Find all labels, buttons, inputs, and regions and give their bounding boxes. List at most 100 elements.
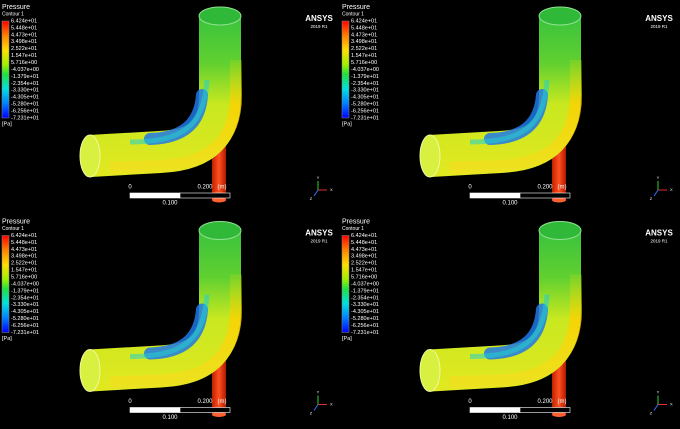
legend-label: -7.231e+01 [351,330,379,336]
triad-label-y: Y [657,175,660,180]
scale-end: 0.200 [197,185,213,191]
legend-label: -6.256e+01 [11,323,39,329]
pipe-inlet [419,134,441,178]
legend-label: 5.448e+01 [351,25,377,31]
legend-label: 1.547e+01 [11,268,37,274]
legend-label: -4.305e+01 [11,309,39,315]
scale-start: 0 [128,185,132,191]
pipe-body [88,16,241,177]
scale-bar-white [469,407,521,413]
legend-label: 6.424e+01 [11,233,37,239]
logo-version: 2019 R1 [310,24,328,29]
triad-z [313,189,319,197]
scale-start: 0 [128,399,132,405]
pipe-outer-high [109,274,242,389]
triad-z [653,189,659,197]
legend-title: Pressure [2,4,30,11]
legend-subtitle: Contour 1 [342,11,364,17]
legend-label: 5.716e+00 [351,275,377,281]
logo-brand: ANSYS [645,229,673,238]
scale-unit: (m) [558,185,567,191]
triad-label-z: Z [310,411,313,416]
triad-z [653,404,659,411]
pipe-body [428,230,581,392]
scale-mid: 0.100 [502,415,518,421]
legend-title: Pressure [342,4,370,11]
legend-label: 1.547e+01 [351,268,377,274]
legend-label: -4.305e+01 [351,95,379,101]
legend-unit: [Pa] [2,336,12,342]
legend-label: 5.448e+01 [11,25,37,31]
legend-title: Pressure [2,218,30,225]
legend-label: -1.379e+01 [351,288,379,294]
legend-label: -6.256e+01 [351,109,379,115]
scale-mid: 0.100 [162,201,178,207]
legend-label: 3.498e+01 [11,39,37,45]
scale-end: 0.200 [537,399,553,405]
legend-label: -3.330e+01 [11,88,39,94]
pipe-body [428,16,581,177]
legend-label: -5.280e+01 [351,316,379,322]
pipe-inlet [79,349,101,392]
legend-label: -7.231e+01 [351,115,379,121]
legend-subtitle: Contour 1 [2,226,24,232]
pipe-outlet [198,6,242,26]
branch-pipe [552,359,566,415]
legend-label: -2.354e+01 [11,81,39,87]
scale-bar-white [129,407,181,413]
legend-label: -5.280e+01 [351,102,379,108]
legend-subtitle: Contour 1 [342,226,364,232]
pipe-inner-mid [469,294,550,359]
branch-pipe-end [212,197,226,203]
legend-label: -7.231e+01 [11,330,39,336]
legend-label: -2.354e+01 [351,81,379,87]
pipe-outlet [538,221,582,240]
scale-bar-black [179,407,231,413]
scale-bar-white [469,192,521,199]
legend-label: 2.522e+01 [11,261,37,267]
pipe-inner-mid [129,79,210,145]
legend-label: 5.716e+00 [351,60,377,66]
scale-start: 0 [468,185,472,191]
legend-label: 2.522e+01 [11,46,37,52]
legend-label: 3.498e+01 [11,254,37,260]
legend-label: 4.473e+01 [11,247,37,253]
legend-unit: [Pa] [2,121,12,127]
legend-label: 6.424e+01 [11,18,37,24]
legend-label: 6.424e+01 [351,233,377,239]
legend-label: 4.473e+01 [351,32,377,38]
legend-label: -4.037e+00 [11,67,39,73]
legend-label: -2.354e+01 [11,295,39,301]
triad-label-y: Y [317,175,320,180]
branch-pipe [552,145,566,200]
legend-label: 5.716e+00 [11,60,37,66]
pipe-inner-mid [469,79,550,145]
legend-label: -7.231e+01 [11,115,39,121]
scale-end: 0.200 [537,185,553,191]
triad-label-y: Y [317,390,320,395]
legend-label: 4.473e+01 [11,32,37,38]
legend-label: 3.498e+01 [351,254,377,260]
pipe-outer-high [109,60,242,174]
triad-label-z: Z [310,196,313,201]
legend-unit: [Pa] [342,336,352,342]
branch-pipe-end [212,412,226,417]
legend-label: 4.473e+01 [351,247,377,253]
pipe-inner-mid [129,294,210,359]
branch-pipe-end [552,412,566,417]
pipe-outlet [538,6,582,26]
logo-brand: ANSYS [305,14,333,23]
legend-label: 3.498e+01 [351,39,377,45]
legend-label: 2.522e+01 [351,46,377,52]
color-bar [341,20,350,119]
triad-label-z: Z [650,196,653,201]
logo-version: 2019 R1 [650,239,668,244]
legend-label: 1.547e+01 [11,53,37,59]
pipe-inlet [79,134,101,178]
legend-label: 1.547e+01 [351,53,377,59]
legend-label: -4.037e+00 [351,281,379,287]
